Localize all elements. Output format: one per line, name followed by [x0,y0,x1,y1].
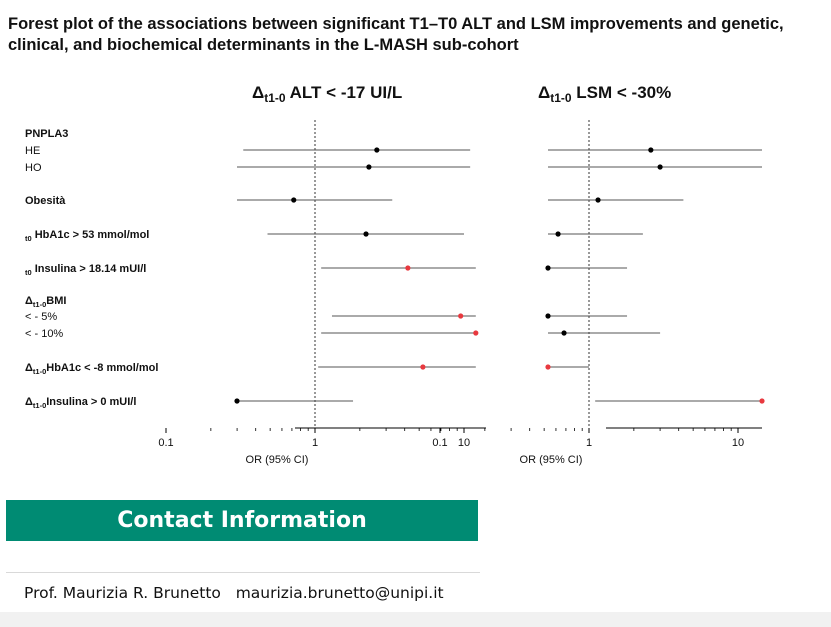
or-point [759,398,765,404]
x-tick-label: 0.1 [432,437,447,449]
contact-details: Prof. Maurizia R. Brunetto maurizia.brun… [24,584,444,602]
or-point [374,147,380,153]
x-tick-label: 1 [312,437,318,449]
or-point [657,164,663,170]
panel-title: Δt1-0 LSM < -30% [538,83,671,105]
x-tick-label: 0.1 [158,437,173,449]
or-point [405,265,411,271]
contact-heading: Contact Information [6,500,478,541]
or-point [561,330,567,336]
or-point [420,364,426,370]
or-point [473,330,479,336]
or-point [545,364,551,370]
row-label: Δt1-0Insulina > 0 mUI/l [25,396,136,410]
divider [6,572,480,573]
or-point [366,164,372,170]
row-label: t0 HbA1c > 53 mmol/mol [25,229,149,244]
x-tick-label: 10 [732,437,744,449]
x-axis-label: OR (95% CI) [246,454,309,466]
row-label: HO [25,162,42,174]
row-label: HE [25,145,40,157]
row-label: < - 10% [25,328,63,340]
row-label: Δt1-0BMI [25,295,66,309]
chart-title: Forest plot of the associations between … [8,15,784,54]
or-point [291,197,297,203]
or-point [545,313,551,319]
row-label: PNPLA3 [25,128,68,140]
row-label: Obesità [25,195,66,207]
or-point [363,231,369,237]
or-point [648,147,654,153]
or-point [458,313,464,319]
forest-plot: PNPLA3 HE HO Obesità t0 HbA1c > 53 mmol/mol t… [25,83,765,466]
contact-email[interactable]: maurizia.brunetto@unipi.it [235,584,444,602]
row-label: t0 Insulina > 18.14 mUI/l [25,263,146,278]
x-tick-label: 10 [458,437,470,449]
bottom-band [0,612,831,627]
contact-name: Prof. Maurizia R. Brunetto [24,584,221,602]
or-point [555,231,561,237]
or-point [545,265,551,271]
row-label: < - 5% [25,311,57,323]
row-label: Δt1-0HbA1c < -8 mmol/mol [25,362,158,376]
panel-title: Δt1-0 ALT < -17 UI/L [252,83,402,105]
or-point [234,398,240,404]
x-tick-label: 1 [586,437,592,449]
or-point [595,197,601,203]
x-axis-label: OR (95% CI) [520,454,583,466]
